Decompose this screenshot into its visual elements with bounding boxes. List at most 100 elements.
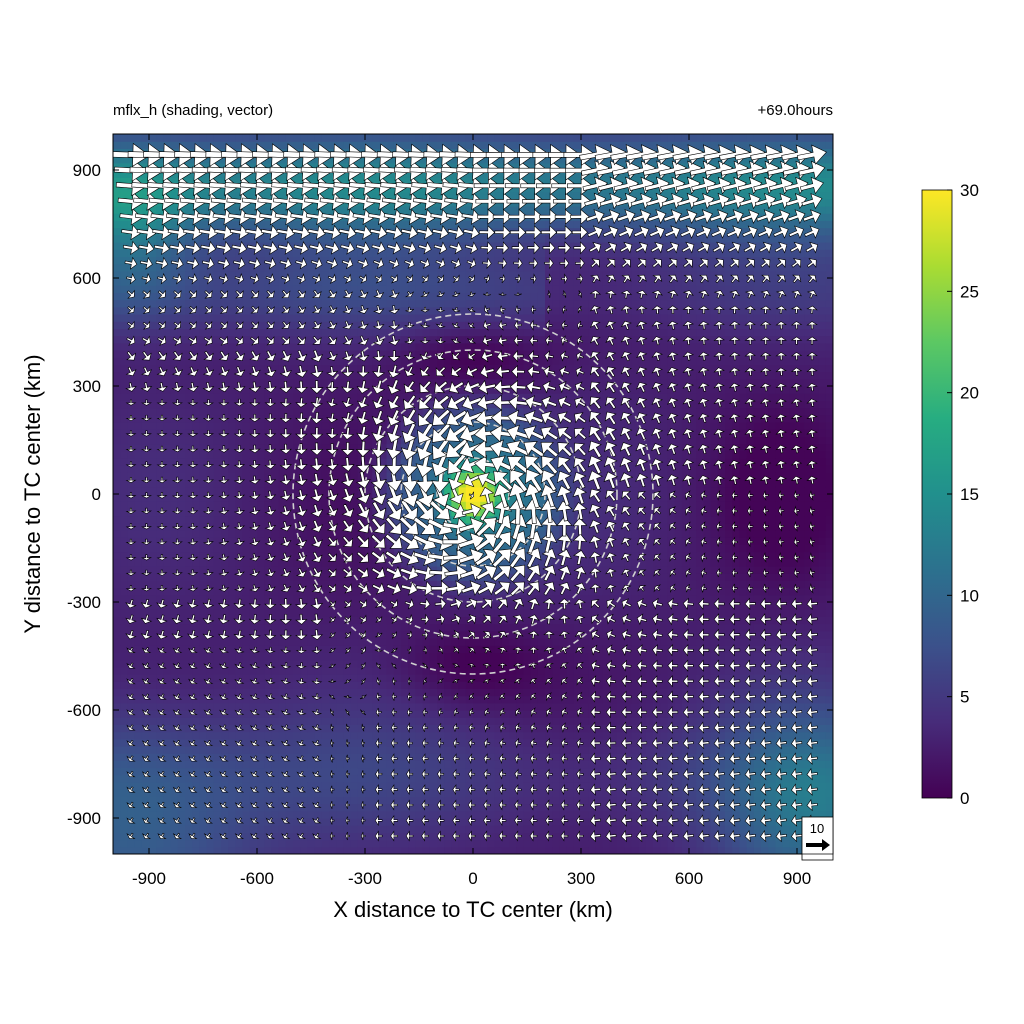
heatmap-cell — [163, 486, 172, 495]
heatmap-cell — [206, 580, 215, 589]
heatmap-cell — [149, 364, 157, 373]
heatmap-cell — [429, 753, 438, 761]
heatmap-cell — [393, 810, 402, 819]
heatmap-cell — [393, 414, 402, 423]
heatmap-cell — [343, 846, 352, 854]
heatmap-cell — [278, 314, 287, 322]
heatmap-cell — [465, 357, 474, 365]
heatmap-cell — [300, 314, 308, 322]
heatmap-cell — [278, 803, 287, 812]
heatmap-cell — [444, 616, 452, 625]
heatmap-cell — [307, 695, 316, 704]
heatmap-cell — [300, 407, 308, 416]
heatmap-cell — [278, 155, 287, 164]
heatmap-cell — [242, 328, 251, 337]
heatmap-cell — [170, 724, 179, 733]
heatmap-cell — [134, 832, 143, 841]
heatmap-cell — [386, 162, 395, 171]
heatmap-cell — [465, 630, 474, 639]
heatmap-cell — [185, 602, 193, 610]
heatmap-cell — [271, 508, 280, 517]
heatmap-cell — [401, 458, 409, 466]
heatmap-cell — [285, 299, 294, 308]
heatmap-cell — [113, 810, 121, 819]
heatmap-cell — [120, 515, 128, 524]
heatmap-cell — [293, 558, 301, 567]
heatmap-cell — [228, 414, 236, 423]
heatmap-cell — [228, 782, 236, 790]
heatmap-cell — [386, 810, 395, 819]
heatmap-cell — [379, 803, 388, 812]
heatmap-cell — [127, 638, 136, 646]
heatmap-cell — [357, 839, 366, 848]
heatmap-cell — [213, 422, 222, 430]
heatmap-cell — [185, 839, 193, 848]
heatmap-cell — [343, 566, 352, 574]
heatmap-cell — [307, 832, 316, 841]
heatmap-cell — [329, 839, 337, 848]
heatmap-cell — [465, 270, 474, 279]
heatmap-cell — [357, 342, 366, 351]
heatmap-cell — [257, 234, 265, 243]
heatmap-cell — [458, 803, 467, 812]
heatmap-cell — [141, 760, 150, 769]
heatmap-cell — [156, 753, 164, 761]
heatmap-cell — [170, 342, 179, 351]
heatmap-cell — [199, 616, 208, 625]
heatmap-cell — [192, 587, 200, 596]
heatmap-cell — [257, 602, 265, 610]
heatmap-cell — [177, 594, 186, 603]
heatmap-cell — [365, 364, 373, 373]
heatmap-cell — [170, 573, 179, 581]
heatmap-cell — [134, 256, 143, 265]
heatmap-cell — [120, 702, 128, 711]
heatmap-cell — [451, 422, 460, 430]
heatmap-cell — [422, 623, 431, 632]
heatmap-cell — [170, 551, 179, 560]
heatmap-cell — [113, 393, 121, 401]
heatmap-cell — [242, 702, 251, 711]
heatmap-cell — [242, 292, 251, 301]
heatmap-cell — [192, 731, 200, 740]
heatmap-cell — [379, 249, 388, 257]
heatmap-cell — [206, 479, 215, 488]
heatmap-cell — [257, 724, 265, 733]
heatmap-cell — [149, 458, 157, 466]
heatmap-cell — [350, 335, 359, 344]
heatmap-cell — [257, 746, 265, 754]
heatmap-cell — [329, 350, 337, 358]
heatmap-cell — [343, 774, 352, 783]
heatmap-cell — [242, 522, 251, 531]
heatmap-cell — [357, 753, 366, 761]
heatmap-cell — [221, 558, 229, 567]
heatmap-cell — [213, 710, 222, 718]
heatmap-cell — [357, 249, 366, 257]
heatmap-cell — [149, 616, 157, 625]
heatmap-cell — [257, 393, 265, 401]
heatmap-cell — [228, 688, 236, 697]
heatmap-cell — [235, 666, 244, 675]
heatmap-cell — [401, 350, 409, 358]
heatmap-cell — [285, 832, 294, 841]
heatmap-cell — [401, 789, 409, 797]
heatmap-cell — [249, 234, 258, 243]
heatmap-cell — [113, 436, 121, 445]
heatmap-cell — [357, 530, 366, 538]
heatmap-cell — [307, 702, 316, 711]
heatmap-cell — [271, 278, 280, 286]
heatmap-cell — [307, 350, 316, 358]
heatmap-cell — [386, 206, 395, 214]
heatmap-cell — [458, 746, 467, 754]
heatmap-cell — [285, 292, 294, 301]
heatmap-cell — [134, 314, 143, 322]
heatmap-cell — [249, 306, 258, 315]
heatmap-cell — [249, 544, 258, 553]
heatmap-cell — [437, 825, 445, 833]
heatmap-cell — [242, 688, 251, 697]
heatmap-cell — [393, 695, 402, 704]
heatmap-cell — [444, 623, 452, 632]
heatmap-cell — [314, 566, 323, 574]
heatmap-cell — [386, 724, 395, 733]
heatmap-cell — [271, 753, 280, 761]
heatmap-cell — [458, 623, 467, 632]
